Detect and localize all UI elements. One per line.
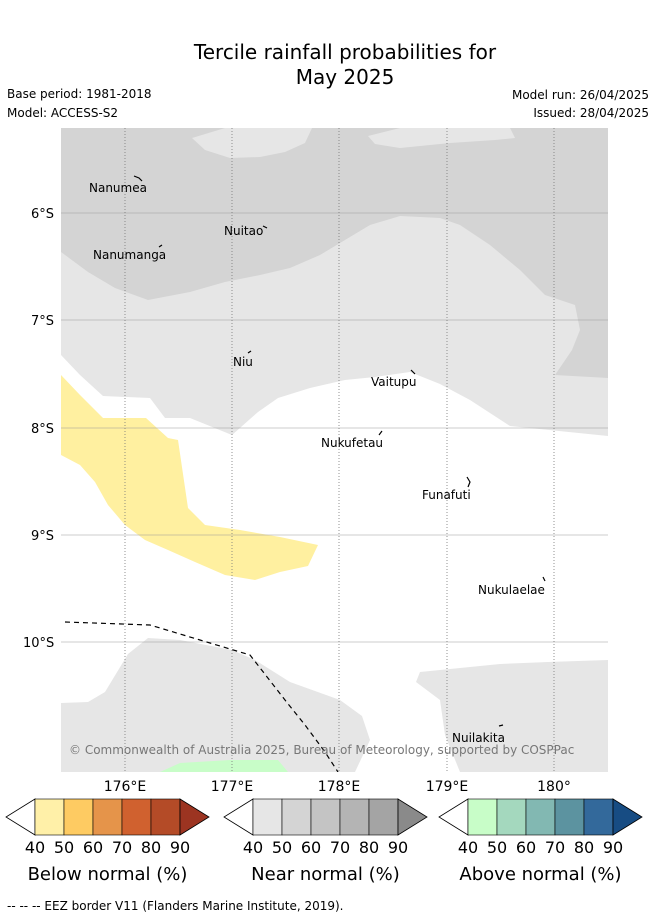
near-normal-segment-70: [339, 798, 370, 836]
below-normal-tick-90: 90: [170, 838, 190, 857]
island-niu: [247, 350, 252, 354]
eez-border-credit: -- -- -- EEZ border V11 (Flanders Marine…: [7, 899, 344, 913]
near-normal-tick-50: 50: [272, 838, 292, 857]
longitude-gridlines: [124, 128, 555, 772]
copyright-notice: © Commonwealth of Australia 2025, Bureau…: [69, 743, 574, 757]
near-normal-segment-40: [252, 798, 283, 836]
island-nuitao: [262, 225, 268, 229]
place-label-nanumanga: Nanumanga: [93, 248, 166, 262]
below-normal-segment-40: [34, 798, 65, 836]
island-vaitupu: [410, 369, 416, 375]
near-normal-segment-50: [281, 798, 312, 836]
map-title: Tercile rainfall probabilities for May 2…: [0, 40, 655, 90]
above-normal-colorbar: 40 50 60 70 80 90 Above normal (%): [438, 798, 643, 885]
base-period: Base period: 1981-2018: [7, 87, 152, 101]
model-run: Model run: 26/04/2025: [511, 88, 649, 102]
below-normal-40-region: [61, 375, 318, 580]
below-normal-segment-70: [121, 798, 152, 836]
above-normal-segment-40: [467, 798, 498, 836]
near-normal-segment-80: [368, 798, 399, 836]
near-normal-50-region: [61, 128, 608, 378]
place-label-nukulaelae: Nukulaelae: [478, 583, 545, 597]
model-name: Model: ACCESS-S2: [7, 106, 119, 120]
below-normal-tick-40: 40: [25, 838, 45, 857]
latitude-gridlines: [61, 212, 608, 643]
title-line-1: Tercile rainfall probabilities for: [193, 40, 497, 64]
lat-label-7s: 7°S: [31, 314, 54, 329]
island-nukulaelae: [542, 576, 546, 582]
place-label-nukufetau: Nukufetau: [321, 436, 383, 450]
place-label-nuitao: Nuitao: [224, 224, 263, 238]
latitude-labels: 6°S 7°S 8°S 9°S 10°S: [23, 207, 54, 651]
above-normal-tick-80: 80: [574, 838, 594, 857]
lon-label-179e: 179°E: [426, 779, 469, 795]
lon-label-178e: 178°E: [318, 779, 361, 795]
place-label-funafuti: Funafuti: [422, 488, 471, 502]
above-normal-colorbar-label: Above normal (%): [459, 864, 621, 885]
place-label-vaitupu: Vaitupu: [371, 375, 417, 389]
near-normal-low-extend: [223, 798, 254, 836]
island-funafuti: [466, 476, 471, 488]
above-normal-tick-50: 50: [487, 838, 507, 857]
above-normal-segment-80: [583, 798, 614, 836]
island-nanumanga: [158, 244, 163, 248]
place-label-niu: Niu: [233, 355, 253, 369]
above-normal-40-region: [160, 760, 288, 772]
place-label-nuilakita: Nuilakita: [452, 731, 505, 745]
below-normal-colorbar-label: Below normal (%): [28, 864, 188, 885]
lon-label-177e: 177°E: [211, 779, 254, 795]
above-normal-tick-70: 70: [545, 838, 565, 857]
eez-border-line: [64, 621, 339, 772]
above-normal-segment-60: [525, 798, 556, 836]
title-line-2: May 2025: [295, 65, 395, 89]
above-normal-tick-90: 90: [603, 838, 623, 857]
near-normal-colorbar: 40 50 60 70 80 90 Near normal (%): [223, 798, 428, 885]
near-normal-40-top-patch-2: [368, 128, 515, 148]
above-normal-tick-40: 40: [458, 838, 478, 857]
near-normal-high-extend: [397, 798, 428, 836]
near-normal-tick-80: 80: [359, 838, 379, 857]
above-normal-segment-70: [554, 798, 585, 836]
above-normal-low-extend: [438, 798, 469, 836]
above-normal-tick-60: 60: [516, 838, 536, 857]
below-normal-low-extend: [5, 798, 36, 836]
near-normal-tick-60: 60: [301, 838, 321, 857]
above-normal-high-extend: [612, 798, 643, 836]
colorbar-legend: 40 50 60 70 80 90 Below normal (%) 40 50 60 70 80 90…: [5, 798, 643, 885]
map-panel: Nanumea Nuitao Nanumanga Niu Vaitupu Nuk…: [61, 128, 608, 772]
island-nanumea: [133, 175, 143, 182]
lat-label-8s: 8°S: [31, 422, 54, 437]
no-signal-region: [61, 355, 608, 772]
below-normal-segment-60: [92, 798, 123, 836]
below-normal-high-extend: [179, 798, 210, 836]
near-normal-tick-40: 40: [243, 838, 263, 857]
below-normal-tick-60: 60: [83, 838, 103, 857]
lat-label-10s: 10°S: [23, 636, 54, 651]
below-normal-colorbar: 40 50 60 70 80 90 Below normal (%): [5, 798, 210, 885]
lon-label-180: 180°: [537, 779, 571, 795]
lat-label-9s: 9°S: [31, 529, 54, 544]
near-normal-40-top-patch: [192, 128, 312, 158]
below-normal-segment-80: [150, 798, 181, 836]
below-normal-tick-80: 80: [141, 838, 161, 857]
near-normal-colorbar-label: Near normal (%): [251, 864, 400, 885]
lon-label-176e: 176°E: [104, 779, 147, 795]
lat-label-6s: 6°S: [31, 207, 54, 222]
near-normal-tick-90: 90: [388, 838, 408, 857]
near-normal-tick-70: 70: [330, 838, 350, 857]
below-normal-tick-50: 50: [54, 838, 74, 857]
below-normal-segment-50: [63, 798, 94, 836]
longitude-labels: 176°E 177°E 178°E 179°E 180°: [104, 779, 571, 795]
issued-date: Issued: 28/04/2025: [533, 106, 649, 120]
island-shapes: [133, 175, 546, 727]
island-nukufetau: [378, 430, 383, 436]
place-label-nanumea: Nanumea: [89, 181, 147, 195]
below-normal-tick-70: 70: [112, 838, 132, 857]
above-normal-segment-50: [496, 798, 527, 836]
near-normal-segment-60: [310, 798, 341, 836]
island-nuilakita: [498, 724, 504, 727]
